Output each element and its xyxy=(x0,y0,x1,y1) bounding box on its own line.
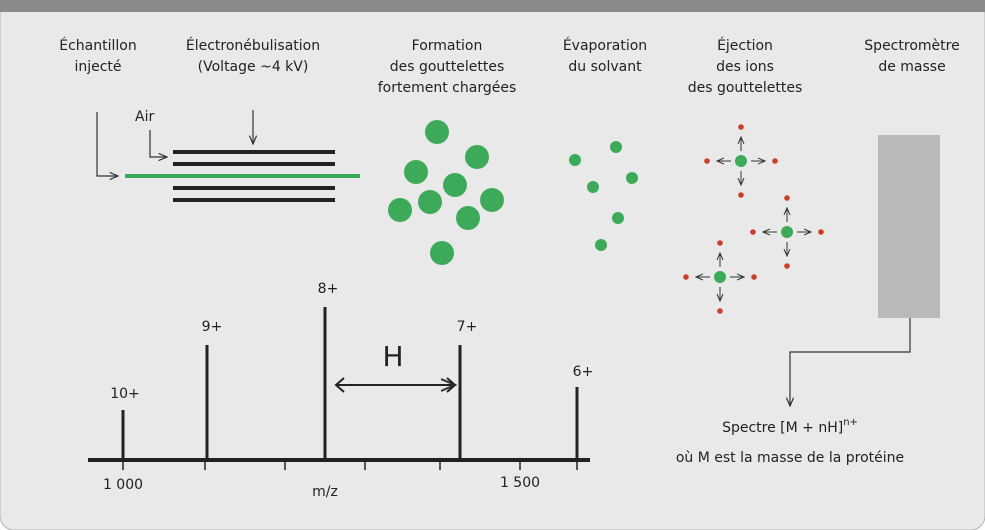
axis-tick-label: 1 000 xyxy=(103,477,143,493)
ion xyxy=(738,124,744,130)
ion xyxy=(818,229,824,235)
droplet xyxy=(388,198,412,222)
droplet xyxy=(425,120,449,144)
ion xyxy=(772,158,778,164)
small-droplet xyxy=(587,181,599,193)
ion xyxy=(717,308,723,314)
spacing-label: H xyxy=(382,340,403,373)
ion xyxy=(738,192,744,198)
peak-label: 7+ xyxy=(457,319,478,335)
ion xyxy=(750,229,756,235)
step-label: du solvant xyxy=(568,59,642,75)
text: Spectre [M + nH] xyxy=(722,420,843,436)
ion xyxy=(704,158,710,164)
peak-label: 6+ xyxy=(573,364,594,380)
ion xyxy=(784,195,790,201)
step-label: fortement chargées xyxy=(378,80,516,96)
step-label: Électronébulisation xyxy=(186,37,320,54)
arrow-head xyxy=(446,377,457,393)
arrow-head xyxy=(334,377,345,393)
spectrometer xyxy=(878,135,940,318)
text: n+ xyxy=(843,417,858,428)
step-label: Éjection xyxy=(717,37,773,54)
ion-droplet xyxy=(714,271,726,283)
ion-droplet xyxy=(781,226,793,238)
small-droplet xyxy=(610,141,622,153)
step-label: Échantillon xyxy=(59,37,136,54)
ion xyxy=(683,274,689,280)
droplet xyxy=(430,241,454,265)
small-droplet xyxy=(569,154,581,166)
axis-tick-label: 1 500 xyxy=(500,475,540,491)
small-droplet xyxy=(612,212,624,224)
arrow xyxy=(149,130,167,157)
step-label: des gouttelettes xyxy=(390,59,505,75)
peak-label: 9+ xyxy=(202,319,223,335)
droplet xyxy=(480,188,504,212)
result-line2: où M est la masse de la protéine xyxy=(676,450,904,466)
axis-label: m/z xyxy=(312,484,338,500)
arrow xyxy=(790,318,911,406)
step-label: de masse xyxy=(878,59,945,75)
ion xyxy=(784,263,790,269)
ion-droplet xyxy=(735,155,747,167)
step-label: injecté xyxy=(74,59,121,75)
capillary xyxy=(173,150,335,202)
droplet xyxy=(456,206,480,230)
step-label: Formation xyxy=(412,38,483,54)
peak-label: 10+ xyxy=(110,386,140,402)
step-label: des ions xyxy=(716,59,774,75)
peak-label: 8+ xyxy=(318,281,339,297)
top-bar xyxy=(0,0,985,12)
small-droplet xyxy=(626,172,638,184)
droplet xyxy=(465,145,489,169)
step-label: Évaporation xyxy=(563,37,647,54)
ion xyxy=(717,240,723,246)
droplet xyxy=(418,190,442,214)
step-label: (Voltage ~4 kV) xyxy=(198,59,309,75)
result-line1: Spectre [M + nH]n+ xyxy=(722,417,858,436)
ion xyxy=(751,274,757,280)
air-label: Air xyxy=(135,109,154,125)
small-droplet xyxy=(595,239,607,251)
droplet xyxy=(404,160,428,184)
arrow xyxy=(96,112,118,176)
droplet xyxy=(443,173,467,197)
step-label: Spectromètre xyxy=(864,38,959,54)
step-label: des gouttelettes xyxy=(688,80,803,96)
